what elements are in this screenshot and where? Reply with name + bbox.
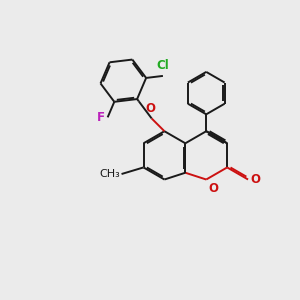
Text: O: O bbox=[250, 173, 260, 186]
Text: O: O bbox=[208, 182, 219, 195]
Text: CH₃: CH₃ bbox=[99, 169, 120, 179]
Text: F: F bbox=[97, 111, 105, 124]
Text: O: O bbox=[145, 103, 155, 116]
Text: Cl: Cl bbox=[157, 59, 169, 72]
